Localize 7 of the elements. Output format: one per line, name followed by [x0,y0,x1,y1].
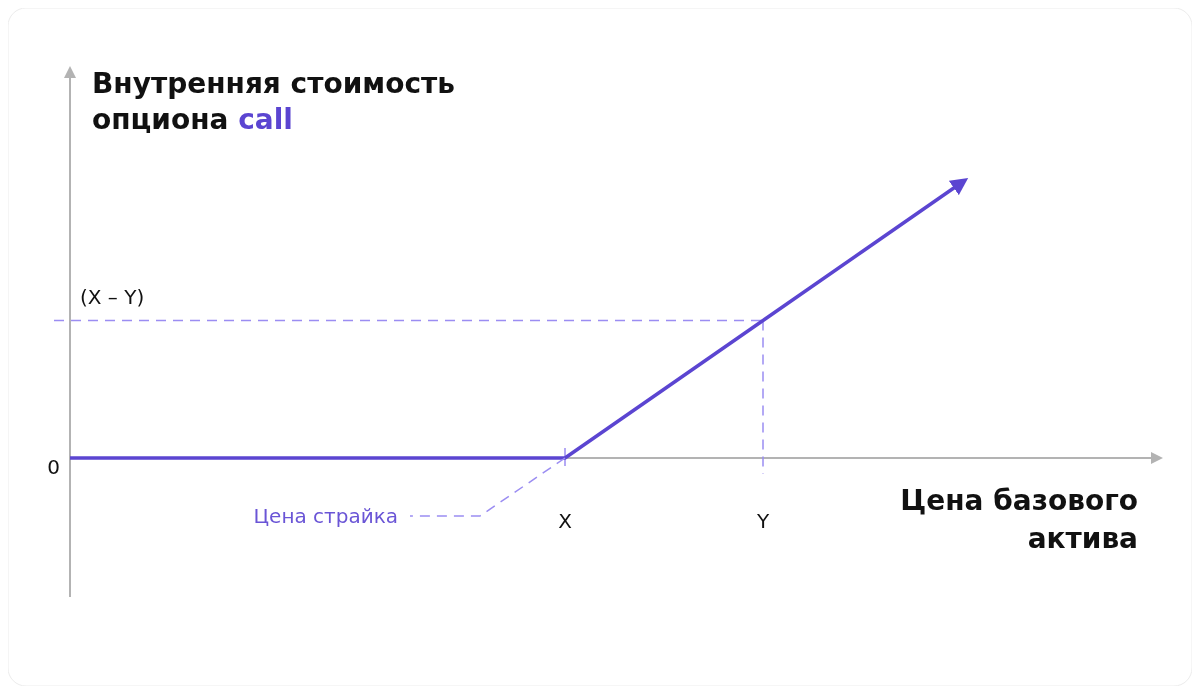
text: 0 [47,455,60,479]
y-axis-title: Внутренняя стоимость опциона call [92,67,455,136]
x-tick-label: Y [755,509,770,533]
ref-line-label: (X – Y) [80,284,145,309]
x-axis-title: Цена базового актива [900,484,1138,555]
annotation: Цена страйка [253,504,398,528]
x-tick-label: X [558,509,573,533]
